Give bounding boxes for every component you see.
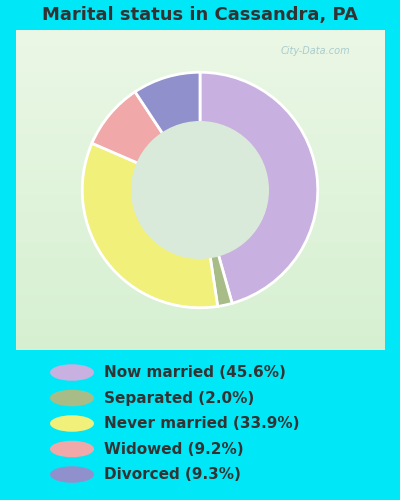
Circle shape [50, 364, 94, 381]
Text: Now married (45.6%): Now married (45.6%) [104, 365, 286, 380]
Text: Separated (2.0%): Separated (2.0%) [104, 390, 254, 406]
Text: City-Data.com: City-Data.com [281, 46, 350, 56]
Wedge shape [200, 72, 318, 304]
Text: Widowed (9.2%): Widowed (9.2%) [104, 442, 244, 456]
Wedge shape [92, 92, 165, 164]
Circle shape [50, 441, 94, 457]
Circle shape [50, 415, 94, 432]
Wedge shape [210, 252, 232, 306]
Circle shape [50, 466, 94, 483]
Circle shape [50, 390, 94, 406]
Circle shape [132, 122, 268, 258]
Wedge shape [82, 143, 218, 308]
Text: Divorced (9.3%): Divorced (9.3%) [104, 467, 241, 482]
Text: Never married (33.9%): Never married (33.9%) [104, 416, 300, 431]
Text: Marital status in Cassandra, PA: Marital status in Cassandra, PA [42, 6, 358, 24]
Wedge shape [135, 72, 200, 136]
